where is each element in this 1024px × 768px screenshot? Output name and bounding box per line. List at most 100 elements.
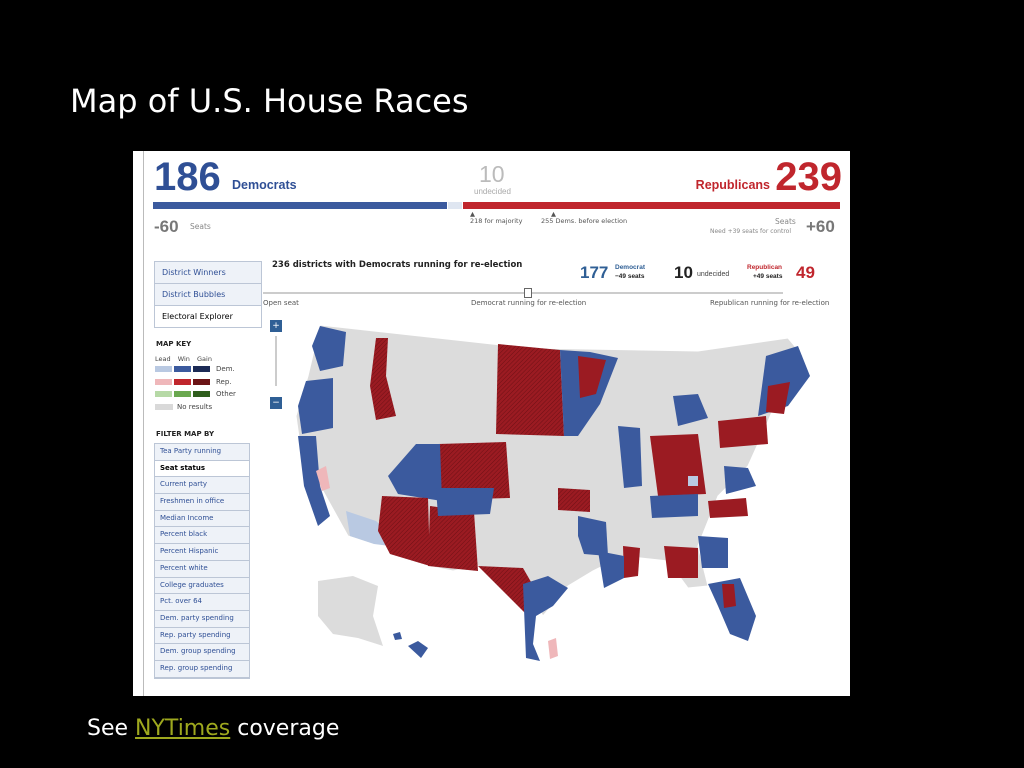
undecided-count: 10 bbox=[479, 161, 505, 187]
key-label: Rep. bbox=[216, 377, 232, 386]
seat-status-slider-track[interactable] bbox=[263, 292, 783, 294]
zoom-out-icon[interactable]: − bbox=[270, 397, 282, 409]
district-nm-dem bbox=[436, 488, 494, 516]
district-tx-gulf bbox=[523, 576, 568, 661]
filter-item[interactable]: Rep. party spending bbox=[155, 627, 249, 645]
dem-seats-label: Seats bbox=[190, 222, 211, 231]
undecided-label: undecided bbox=[474, 187, 511, 196]
dem-seat-bar bbox=[153, 202, 447, 209]
key-label: Other bbox=[216, 390, 236, 398]
district-va bbox=[724, 466, 756, 494]
tab-district-winners[interactable]: District Winners bbox=[155, 262, 261, 284]
district-la bbox=[598, 551, 624, 588]
key-swatch bbox=[174, 378, 191, 385]
explorer-dem-seats: −49 seats bbox=[615, 273, 645, 280]
district-ok-ks bbox=[558, 488, 590, 512]
key-swatch bbox=[174, 366, 191, 372]
district-or-coast bbox=[298, 378, 333, 434]
key-swatch bbox=[155, 378, 172, 385]
majority-note: 218 for majority bbox=[470, 217, 523, 225]
district-ut-nv bbox=[388, 444, 442, 501]
district-az bbox=[378, 496, 430, 566]
filter-item[interactable]: Rep. group spending bbox=[155, 660, 249, 678]
key-swatch bbox=[155, 403, 173, 410]
majority-marker: ▲ bbox=[470, 210, 475, 218]
rep-change: +60 bbox=[806, 217, 835, 236]
explorer-heading: 236 districts with Democrats running for… bbox=[272, 260, 523, 270]
key-swatch bbox=[193, 366, 210, 372]
rep-control-note: Need +39 seats for control bbox=[710, 228, 791, 235]
tab-district-bubbles[interactable]: District Bubbles bbox=[155, 284, 261, 306]
district-nd-sd bbox=[496, 344, 564, 436]
screenshot-frame: 186 Democrats 10 undecided Republicans 2… bbox=[133, 151, 850, 696]
explorer-rep-seats: +49 seats bbox=[753, 273, 783, 280]
filter-item[interactable]: Pct. over 64 bbox=[155, 594, 249, 611]
results-panel: 186 Democrats 10 undecided Republicans 2… bbox=[143, 151, 850, 696]
district-fl-rep bbox=[722, 584, 736, 608]
zoom-slider-track[interactable] bbox=[275, 336, 277, 386]
district-ca-lead bbox=[316, 466, 330, 491]
filter-item[interactable]: Percent white bbox=[155, 560, 249, 578]
explorer-undecided-label: undecided bbox=[697, 271, 730, 278]
key-label: Dem. bbox=[216, 365, 235, 373]
caption: See NYTimes coverage bbox=[87, 716, 339, 741]
key-label: No results bbox=[177, 402, 213, 411]
district-nc bbox=[708, 498, 748, 518]
filter-list: Tea Party running Seat status Current part… bbox=[154, 443, 250, 679]
explorer-dem-party: Democrat bbox=[615, 264, 645, 271]
district-in-oh bbox=[650, 434, 706, 496]
district-pa bbox=[718, 416, 768, 448]
key-col-gain: Gain bbox=[197, 355, 212, 363]
district-tn bbox=[650, 494, 698, 518]
slider-label-open-seat: Open seat bbox=[263, 299, 299, 307]
filter-title: FILTER MAP BY bbox=[156, 430, 215, 438]
undecided-seat-bar bbox=[448, 202, 462, 209]
district-nm bbox=[428, 506, 478, 571]
filter-item[interactable]: Current party bbox=[155, 477, 249, 495]
before-election-note: 255 Dems. before election bbox=[541, 217, 628, 225]
nytimes-link[interactable]: NYTimes bbox=[135, 716, 231, 741]
filter-item[interactable]: Seat status bbox=[155, 460, 249, 478]
filter-item[interactable]: College graduates bbox=[155, 577, 249, 595]
filter-item[interactable]: Freshmen in office bbox=[155, 494, 249, 511]
hawaii bbox=[393, 632, 428, 658]
key-swatch bbox=[193, 391, 210, 397]
filter-item[interactable]: Dem. group spending bbox=[155, 644, 249, 661]
filter-item[interactable]: Percent black bbox=[155, 527, 249, 545]
slide-title: Map of U.S. House Races bbox=[70, 82, 469, 120]
key-col-win: Win bbox=[177, 355, 190, 363]
explorer-rep-number: 49 bbox=[796, 263, 815, 282]
district-wa-west bbox=[312, 326, 346, 371]
district-fl bbox=[708, 578, 756, 641]
district-mn-gain bbox=[578, 356, 606, 398]
tab-electoral-explorer[interactable]: Electoral Explorer bbox=[155, 306, 261, 327]
key-swatch bbox=[155, 366, 172, 372]
slider-label-rep: Republican running for re-election bbox=[710, 299, 830, 307]
key-col-lead: Lead bbox=[155, 355, 171, 363]
before-marker: ▲ bbox=[551, 210, 556, 218]
seat-status-slider-handle[interactable] bbox=[524, 288, 532, 298]
district-tx-lead bbox=[548, 638, 558, 659]
district-id bbox=[370, 338, 396, 420]
district-ca-coast bbox=[298, 436, 330, 526]
alaska bbox=[318, 576, 383, 646]
rep-label: Republicans bbox=[695, 178, 770, 192]
rep-seats-label: Seats bbox=[775, 217, 796, 226]
district-mo bbox=[578, 516, 608, 556]
filter-item[interactable]: Tea Party running bbox=[155, 444, 249, 461]
district-ky-lead bbox=[688, 476, 698, 486]
district-il bbox=[618, 426, 642, 488]
dem-label: Democrats bbox=[232, 178, 297, 192]
zoom-in-icon[interactable]: + bbox=[270, 320, 282, 332]
us-district-map[interactable] bbox=[278, 316, 840, 666]
map-key-title: MAP KEY bbox=[156, 340, 192, 348]
rep-seat-count: 239 bbox=[775, 155, 842, 199]
key-swatch bbox=[193, 378, 210, 385]
filter-item[interactable]: Median Income bbox=[155, 510, 249, 528]
filter-item[interactable]: Dem. party spending bbox=[155, 610, 249, 628]
dem-seat-count: 186 bbox=[154, 155, 221, 199]
explorer-dem-number: 177 bbox=[580, 263, 609, 282]
filter-item[interactable]: Percent Hispanic bbox=[155, 544, 249, 561]
district-ga bbox=[698, 536, 728, 568]
map-key-columns: Lead Win Gain bbox=[155, 355, 217, 363]
